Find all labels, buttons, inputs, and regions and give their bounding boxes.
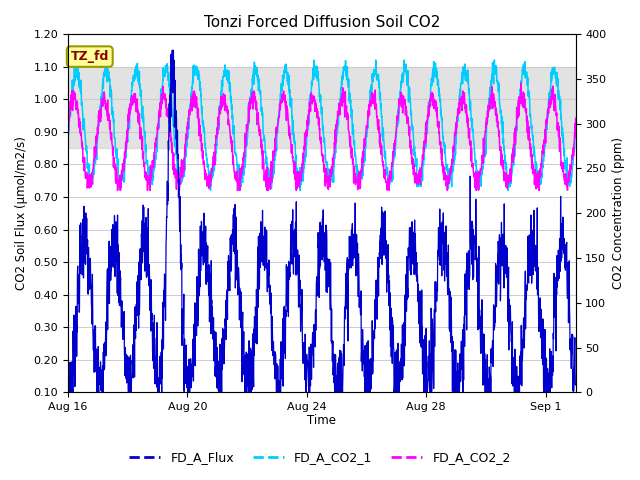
Y-axis label: CO2 Concentration (ppm): CO2 Concentration (ppm) xyxy=(612,137,625,289)
Text: TZ_fd: TZ_fd xyxy=(70,50,109,63)
Y-axis label: CO2 Soil Flux (μmol/m2/s): CO2 Soil Flux (μmol/m2/s) xyxy=(15,136,28,290)
Title: Tonzi Forced Diffusion Soil CO2: Tonzi Forced Diffusion Soil CO2 xyxy=(204,15,440,30)
X-axis label: Time: Time xyxy=(307,414,336,427)
Legend: FD_A_Flux, FD_A_CO2_1, FD_A_CO2_2: FD_A_Flux, FD_A_CO2_1, FD_A_CO2_2 xyxy=(124,446,516,469)
Bar xyxy=(68,67,575,148)
